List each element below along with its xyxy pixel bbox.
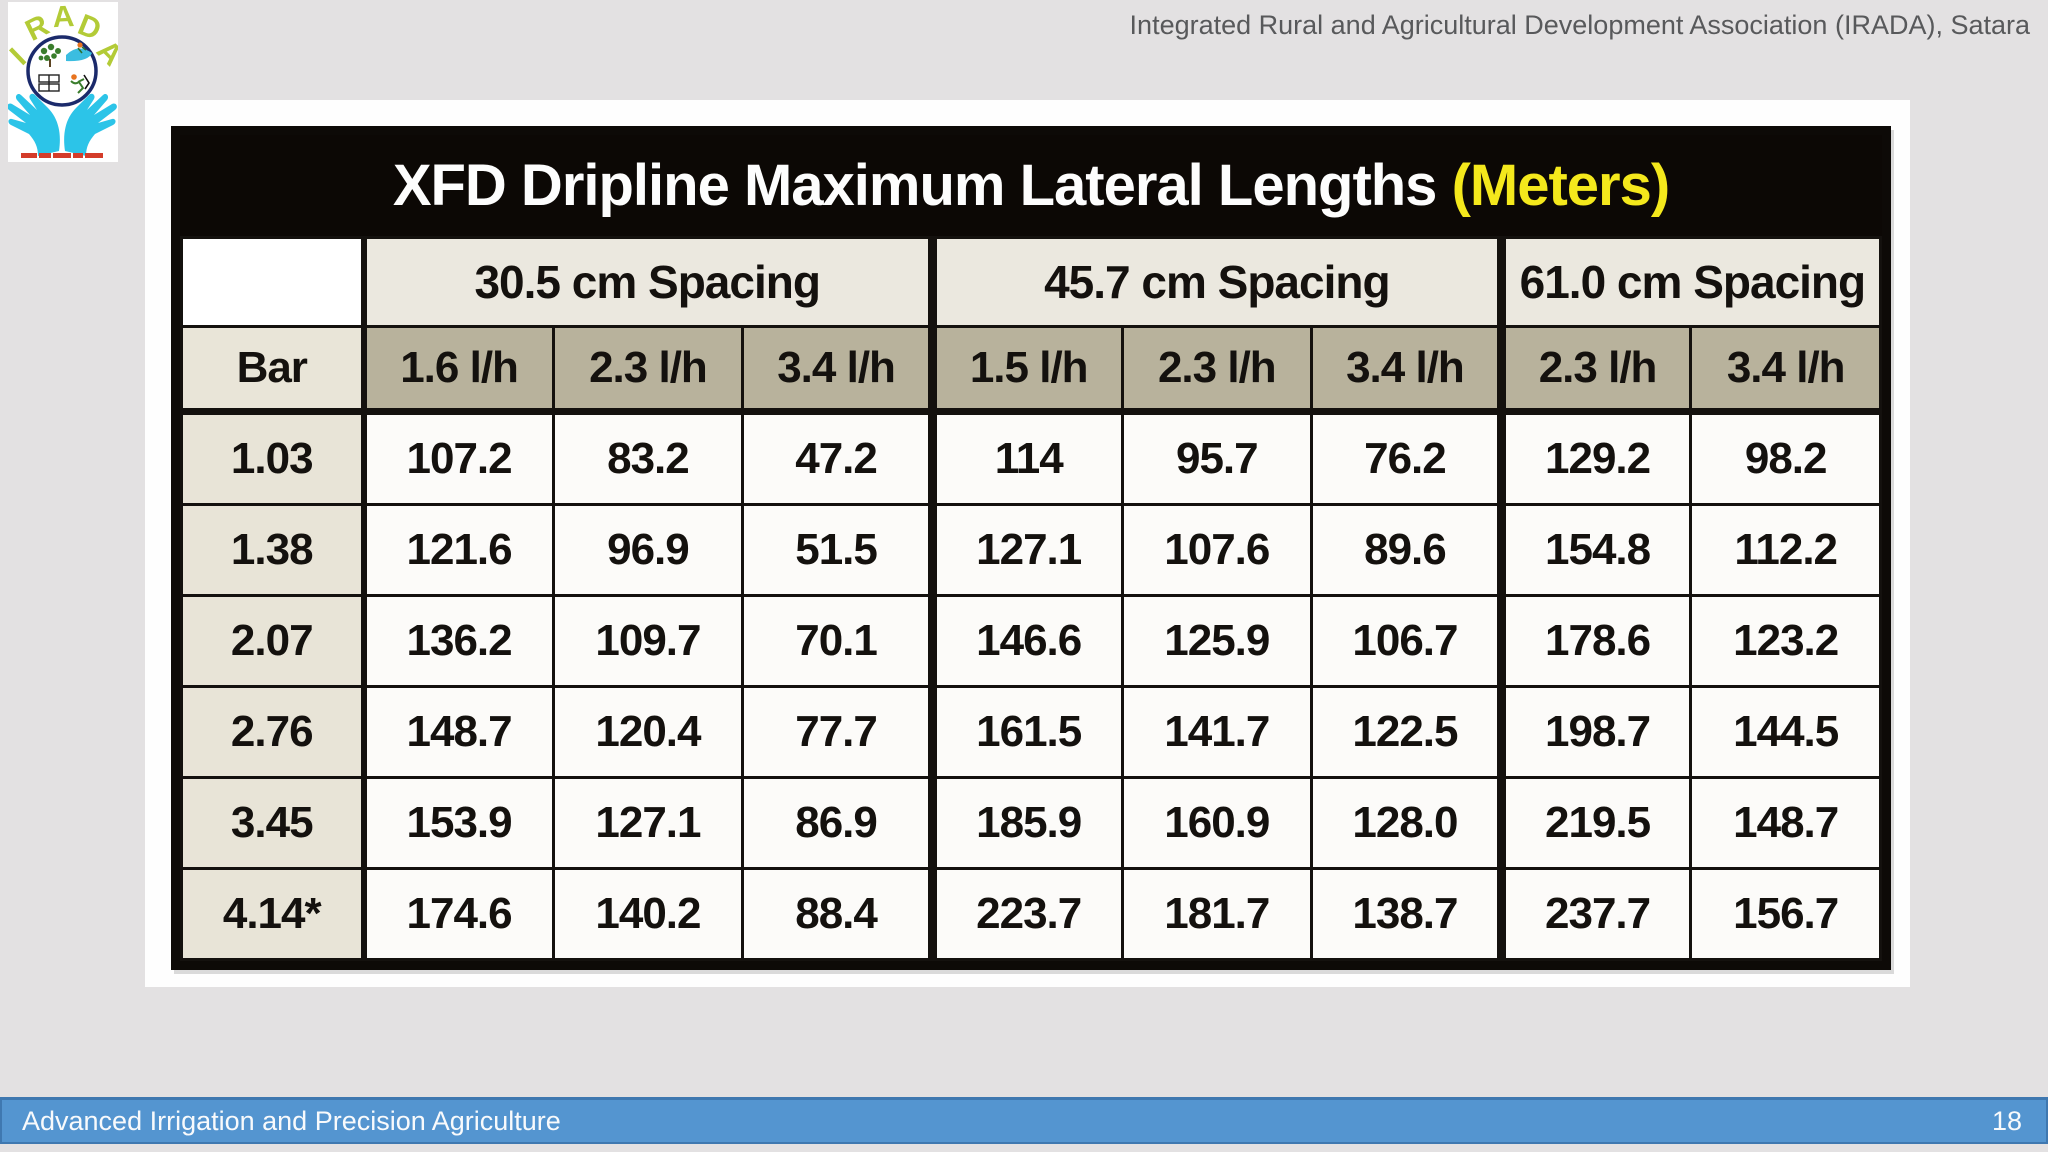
cell-value: 223.7 (927, 867, 1124, 961)
cell-value: 146.6 (927, 594, 1124, 688)
table-row: 3.45 153.9 127.1 86.9 185.9 160.9 128.0 … (180, 776, 1882, 870)
cell-value: 140.2 (551, 867, 745, 961)
cell-value: 98.2 (1689, 410, 1882, 506)
cell-value: 96.9 (551, 503, 745, 597)
slide-content-panel: XFD Dripline Maximum Lateral Lengths (Me… (145, 100, 1910, 987)
cell-value: 160.9 (1120, 776, 1314, 870)
cell-value: 219.5 (1496, 776, 1693, 870)
group-header-61cm: 61.0 cm Spacing (1496, 236, 1883, 328)
flow-header-row: Bar 1.6 l/h 2.3 l/h 3.4 l/h 1.5 l/h 2.3 … (180, 325, 1882, 415)
cell-value: 136.2 (362, 594, 555, 688)
bar-value: 3.45 (180, 776, 367, 870)
col-header: 2.3 l/h (1120, 325, 1314, 415)
cell-value: 83.2 (551, 410, 745, 506)
cell-value: 70.1 (741, 594, 934, 688)
data-table: 30.5 cm Spacing 45.7 cm Spacing 61.0 cm … (180, 236, 1883, 961)
cell-value: 156.7 (1689, 867, 1882, 961)
cell-value: 128.0 (1310, 776, 1503, 870)
cell-value: 122.5 (1310, 685, 1503, 779)
logo-hands (7, 93, 117, 156)
cell-value: 125.9 (1120, 594, 1314, 688)
logo-wave-art (66, 42, 92, 62)
bar-value: 1.03 (180, 410, 367, 506)
spacing-header-row: 30.5 cm Spacing 45.7 cm Spacing 61.0 cm … (180, 236, 1883, 328)
cell-value: 138.7 (1310, 867, 1503, 961)
cell-value: 89.6 (1310, 503, 1503, 597)
cell-value: 154.8 (1496, 503, 1693, 597)
logo-person-art (70, 74, 90, 94)
cell-value: 76.2 (1310, 410, 1503, 506)
table-row: 1.38 121.6 96.9 51.5 127.1 107.6 89.6 15… (180, 503, 1882, 597)
bar-value: 4.14* (180, 867, 367, 961)
logo-book-art (38, 74, 60, 92)
group-header-45cm: 45.7 cm Spacing (927, 236, 1503, 328)
table-row: 2.07 136.2 109.7 70.1 146.6 125.9 106.7 … (180, 594, 1882, 688)
footer-title: Advanced Irrigation and Precision Agricu… (22, 1105, 561, 1136)
cell-value: 120.4 (551, 685, 745, 779)
cell-value: 88.4 (741, 867, 934, 961)
col-header: 1.5 l/h (927, 325, 1124, 415)
cell-value: 95.7 (1120, 410, 1314, 506)
cell-value: 127.1 (551, 776, 745, 870)
cell-value: 178.6 (1496, 594, 1693, 688)
col-header: 1.6 l/h (362, 325, 555, 415)
cell-value: 107.6 (1120, 503, 1314, 597)
table-row: 1.03 107.2 83.2 47.2 114 95.7 76.2 129.2… (180, 410, 1882, 506)
col-header: 3.4 l/h (1310, 325, 1503, 415)
cell-value: 114 (927, 410, 1124, 506)
cell-value: 161.5 (927, 685, 1124, 779)
bar-value: 1.38 (180, 503, 367, 597)
cell-value: 77.7 (741, 685, 934, 779)
col-header: 3.4 l/h (741, 325, 934, 415)
cell-value: 148.7 (1689, 776, 1882, 870)
cell-value: 174.6 (362, 867, 555, 961)
col-header: 3.4 l/h (1689, 325, 1882, 415)
lateral-length-table: XFD Dripline Maximum Lateral Lengths (Me… (171, 126, 1891, 970)
cell-value: 123.2 (1689, 594, 1882, 688)
cell-value: 237.7 (1496, 867, 1693, 961)
cell-value: 107.2 (362, 410, 555, 506)
col-header: 2.3 l/h (1496, 325, 1693, 415)
irada-logo-card: I R A D A (4, 0, 129, 162)
cell-value: 47.2 (741, 410, 934, 506)
cell-value: 148.7 (362, 685, 555, 779)
cell-value: 181.7 (1120, 867, 1314, 961)
corner-cell (180, 236, 367, 328)
cell-value: 198.7 (1496, 685, 1693, 779)
cell-value: 185.9 (927, 776, 1124, 870)
logo-letter-a1: A (52, 2, 75, 34)
cell-value: 144.5 (1689, 685, 1882, 779)
logo-tree-art (38, 43, 61, 67)
bar-value: 2.76 (180, 685, 367, 779)
cell-value: 51.5 (741, 503, 934, 597)
group-header-30cm: 30.5 cm Spacing (362, 236, 934, 328)
cell-value: 109.7 (551, 594, 745, 688)
bar-value: 2.07 (180, 594, 367, 688)
cell-value: 121.6 (362, 503, 555, 597)
cell-value: 112.2 (1689, 503, 1882, 597)
cell-value: 141.7 (1120, 685, 1314, 779)
col-header: 2.3 l/h (551, 325, 745, 415)
irada-logo: I R A D A (4, 0, 129, 158)
cell-value: 127.1 (927, 503, 1124, 597)
col-header-bar: Bar (180, 325, 367, 415)
footer-bar: Advanced Irrigation and Precision Agricu… (0, 1097, 2048, 1144)
cell-value: 153.9 (362, 776, 555, 870)
table-title-unit: (Meters) (1451, 153, 1671, 218)
header-org-text: Integrated Rural and Agricultural Develo… (1129, 10, 2030, 40)
table-title-bar: XFD Dripline Maximum Lateral Lengths (Me… (180, 135, 1882, 236)
logo-circle (26, 35, 98, 107)
cell-value: 86.9 (741, 776, 934, 870)
page-number: 18 (1991, 1105, 2022, 1136)
logo-tagline-marks (21, 153, 103, 158)
cell-value: 129.2 (1496, 410, 1693, 506)
table-row: 2.76 148.7 120.4 77.7 161.5 141.7 122.5 … (180, 685, 1882, 779)
table-title: XFD Dripline Maximum Lateral Lengths (392, 153, 1452, 218)
table-row: 4.14* 174.6 140.2 88.4 223.7 181.7 138.7… (180, 867, 1882, 961)
cell-value: 106.7 (1310, 594, 1503, 688)
